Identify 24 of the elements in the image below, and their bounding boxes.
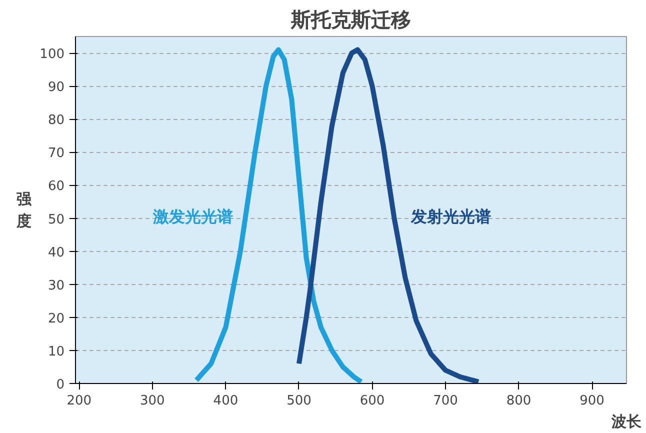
x-tick-label: 700: [433, 394, 458, 408]
y-tick-label: 50: [48, 212, 65, 228]
chart-title: 斯托克斯迁移: [290, 8, 411, 32]
series-label: 激发光光谱: [152, 207, 234, 226]
y-tick-label: 10: [48, 344, 65, 360]
x-tick-label: 800: [506, 394, 532, 408]
y-tick-label: 30: [48, 278, 65, 294]
y-tick-label: 90: [48, 80, 65, 96]
series-label: 发射光光谱: [410, 207, 492, 226]
x-tick-label: 600: [360, 394, 385, 408]
y-axis-title: 强度: [16, 190, 33, 230]
x-tick-label: 200: [66, 394, 92, 408]
y-tick-label: 40: [48, 245, 65, 260]
x-axis-title: 波长: [610, 412, 642, 430]
x-tick-label: 500: [286, 394, 312, 408]
y-tick-label: 0: [56, 378, 65, 392]
y-tick-label: 100: [40, 47, 65, 62]
y-tick-label: 70: [48, 146, 65, 162]
y-tick-label: 20: [48, 311, 65, 326]
y-tick-label: 80: [48, 113, 65, 128]
x-tick-label: 400: [213, 394, 238, 408]
y-tick-label: 60: [48, 179, 65, 194]
x-tick-label: 300: [140, 394, 165, 408]
x-tick-label: 900: [580, 394, 604, 408]
